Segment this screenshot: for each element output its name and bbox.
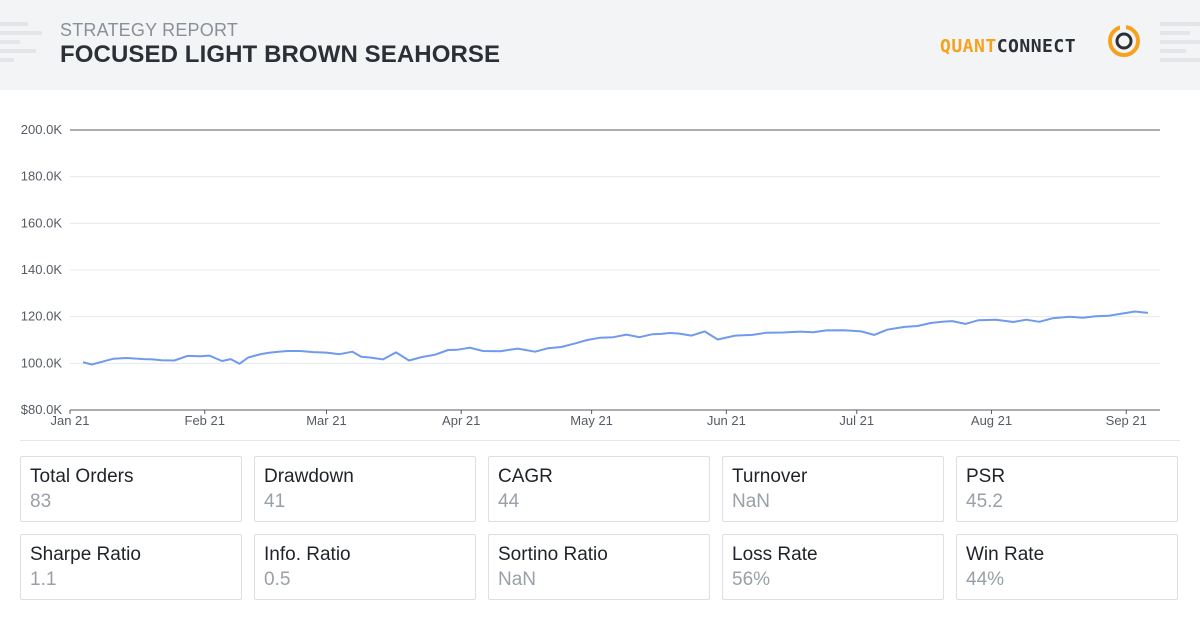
metric-card-sortino-ratio: Sortino Ratio NaN <box>488 534 710 600</box>
metric-card-total-orders: Total Orders 83 <box>20 456 242 522</box>
metric-value: 83 <box>30 491 52 512</box>
metric-label: Turnover <box>732 466 808 487</box>
metric-label: CAGR <box>498 466 553 487</box>
strategy-title: FOCUSED LIGHT BROWN SEAHORSE <box>60 41 501 68</box>
metric-label: Sharpe Ratio <box>30 544 141 565</box>
metric-label: Drawdown <box>264 466 354 487</box>
metric-value: 1.1 <box>30 569 57 590</box>
metric-value: 41 <box>264 491 286 512</box>
x-tick-label: Mar 21 <box>306 413 346 428</box>
metric-value: 44 <box>498 491 520 512</box>
metric-label: Sortino Ratio <box>498 544 608 565</box>
y-tick-label: 140.0K <box>21 262 63 277</box>
y-tick-label: 200.0K <box>21 122 63 137</box>
metric-card-loss-rate: Loss Rate 56% <box>722 534 944 600</box>
logo-connect-text: CONNECT <box>996 36 1077 57</box>
metric-value: 0.5 <box>264 569 291 590</box>
report-header: STRATEGY REPORT FOCUSED LIGHT BROWN SEAH… <box>0 0 1200 90</box>
chart-grid <box>70 129 1160 411</box>
y-tick-label: $80.0K <box>21 402 63 417</box>
metric-card-turnover: Turnover NaN <box>722 456 944 522</box>
metric-card-drawdown: Drawdown 41 <box>254 456 476 522</box>
header-decoration-left <box>0 22 42 67</box>
metric-value: 44% <box>966 569 1005 590</box>
x-tick-label: Aug 21 <box>971 413 1012 428</box>
x-tick-label: Jul 21 <box>839 413 874 428</box>
metric-card-info-ratio: Info. Ratio 0.5 <box>254 534 476 600</box>
equity-line <box>82 310 1149 366</box>
x-tick-label: May 21 <box>570 413 613 428</box>
y-axis-labels: $80.0K 100.0K 120.0K 140.0K 160.0K 180.0K 200.… <box>21 122 63 417</box>
metric-label: Info. Ratio <box>264 544 351 565</box>
metric-label: Loss Rate <box>732 544 818 565</box>
x-tick-label: Sep 21 <box>1106 413 1147 428</box>
x-tick-label: Feb 21 <box>185 413 225 428</box>
header-decoration-right <box>1160 22 1200 67</box>
logo-mark-icon <box>1108 25 1140 57</box>
y-tick-label: 100.0K <box>21 355 63 370</box>
y-tick-label: 180.0K <box>21 169 63 184</box>
logo-quant-text: QUANT <box>940 36 997 57</box>
equity-chart: $80.0K 100.0K 120.0K 140.0K 160.0K 180.0K 200.… <box>21 122 1160 428</box>
y-tick-label: 120.0K <box>21 309 63 324</box>
x-tick-label: Jun 21 <box>707 413 746 428</box>
x-axis-labels: Jan 21 Feb 21 Mar 21 Apr 21 May 21 Jun 21 Jul … <box>50 410 1147 428</box>
metric-value: 56% <box>732 569 771 590</box>
x-tick-label: Jan 21 <box>50 413 89 428</box>
metric-value: 45.2 <box>966 491 1003 512</box>
report-subtitle: STRATEGY REPORT <box>60 20 239 40</box>
logo-wordmark: QUANTCONNECT <box>940 36 1076 57</box>
metric-card-sharpe-ratio: Sharpe Ratio 1.1 <box>20 534 242 600</box>
equity-series <box>82 310 1149 366</box>
metric-card-cagr: CAGR 44 <box>488 456 710 522</box>
metric-label: Total Orders <box>30 466 134 487</box>
y-tick-label: 160.0K <box>21 215 63 230</box>
metric-card-psr: PSR 45.2 <box>956 456 1178 522</box>
metric-value: NaN <box>498 569 537 590</box>
metric-value: NaN <box>732 491 771 512</box>
metric-label: Win Rate <box>966 544 1045 565</box>
x-tick-label: Apr 21 <box>442 413 480 428</box>
section-divider <box>20 440 1180 441</box>
metric-card-win-rate: Win Rate 44% <box>956 534 1178 600</box>
metric-label: PSR <box>966 466 1006 487</box>
